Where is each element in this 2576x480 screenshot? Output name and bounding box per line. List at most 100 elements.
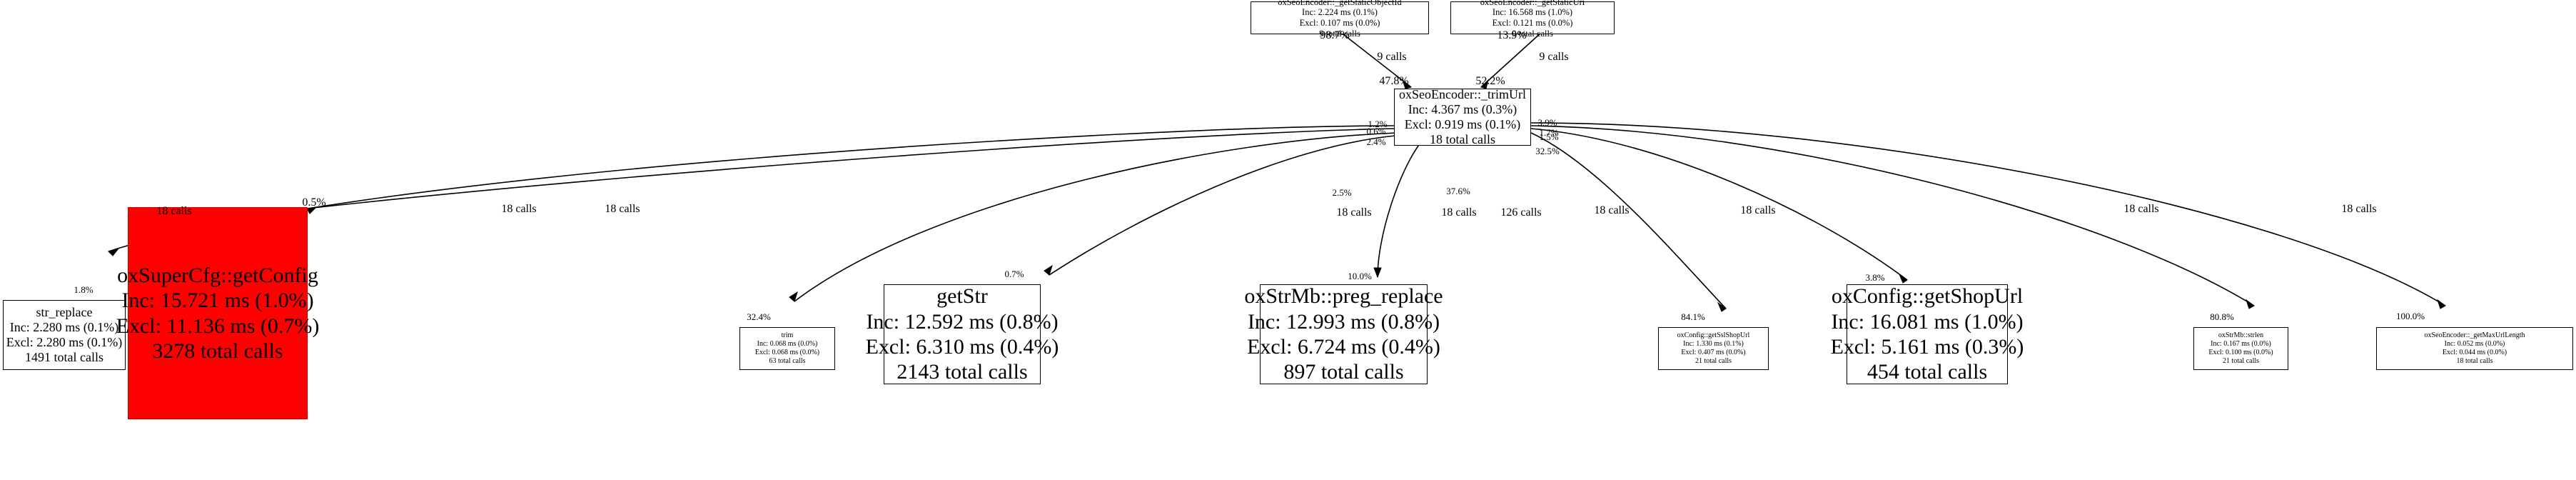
node-inclusive: Inc: 0.052 ms (0.0%)	[2444, 340, 2505, 349]
edge-label-percent: 52.2%	[1475, 75, 1505, 87]
node-calls: 21 total calls	[2222, 356, 2260, 365]
edge-label-percent: 2.4%	[1366, 136, 1386, 147]
edge-label-percent: 1.2%	[1368, 119, 1388, 129]
node-exclusive: Excl: 6.310 ms (0.4%)	[865, 335, 1059, 359]
edge-label-calls: 18 calls	[605, 203, 640, 215]
node-calls: 454 total calls	[1867, 360, 1988, 384]
node-label: oxSeoEncoder::_getStaticObjectId	[1278, 0, 1402, 7]
edge-label-percent: 0.7%	[1004, 269, 1024, 279]
node-getstaticuri[interactable]: oxSeoEncoder::_getStaticUri Inc: 16.568 …	[1450, 0, 1615, 39]
edge-label-calls: 9 calls	[1377, 51, 1407, 63]
node-exclusive: Excl: 0.121 ms (0.0%)	[1492, 18, 1573, 28]
node-label: oxConfig::getSslShopUrl	[1677, 331, 1750, 340]
node-label: oxStrMb::strlen	[2218, 331, 2264, 340]
node-strlen[interactable]: oxStrMb::strlen Inc: 0.167 ms (0.0%) Exc…	[2193, 327, 2288, 370]
node-exclusive: Excl: 0.044 ms (0.0%)	[2442, 349, 2507, 356]
edge-trimurl-to-getstr	[1049, 135, 1396, 276]
edge-label-calls: 9 calls	[1539, 51, 1569, 63]
edge-label-calls: 126 calls	[1500, 206, 1542, 219]
node-calls: 9 total calls	[1319, 28, 1360, 39]
node-calls: 63 total calls	[769, 356, 806, 365]
node-inclusive: Inc: 12.993 ms (0.8%)	[1247, 309, 1440, 334]
node-getmaxurllength[interactable]: oxSeoEncoder::_getMaxUrlLength Inc: 0.05…	[2376, 327, 2573, 370]
node-exclusive: Excl: 0.919 ms (0.1%)	[1404, 117, 1521, 131]
edge-label-calls: 18 calls	[501, 203, 537, 215]
edge-trimurl-to-trim	[794, 132, 1398, 302]
node-trimurl[interactable]: oxSeoEncoder::_trimUrl Inc: 4.367 ms (0.…	[1394, 86, 1531, 147]
node-exclusive: Excl: 0.407 ms (0.0%)	[1681, 349, 1746, 356]
node-exclusive: Excl: 0.068 ms (0.0%)	[754, 349, 820, 356]
edge-label-calls: 18 calls	[1740, 204, 1776, 216]
edge-trimurl-to-getshopurl	[1530, 128, 1908, 281]
node-exclusive: Excl: 6.724 ms (0.4%)	[1247, 335, 1440, 359]
edge-label-percent: 13.9%	[1497, 29, 1527, 41]
node-preg-replace[interactable]: oxStrMb::preg_replace Inc: 12.993 ms (0.…	[1244, 284, 1443, 384]
node-label: oxSeoEncoder::_getMaxUrlLength	[2424, 331, 2525, 340]
edge-trimurl-to-strlen	[1530, 125, 2255, 306]
edge-label-calls: 18 calls	[1336, 206, 1372, 219]
node-trim[interactable]: trim Inc: 0.068 ms (0.0%) Excl: 0.068 ms…	[739, 327, 835, 370]
edge-trimurl-to-getconfig	[306, 128, 1396, 209]
node-label: oxStrMb::preg_replace	[1244, 284, 1443, 309]
edge-label-percent: 80.8%	[2210, 311, 2234, 322]
node-getshopurl[interactable]: oxConfig::getShopUrl Inc: 16.081 ms (1.0…	[1831, 284, 2024, 384]
node-inclusive: Inc: 16.081 ms (1.0%)	[1831, 309, 2024, 334]
edge-label-percent: 37.6%	[1446, 186, 1470, 196]
node-inclusive: Inc: 4.367 ms (0.3%)	[1408, 101, 1517, 116]
edge-trimurl-to-getsslshopurl	[1530, 132, 1727, 309]
node-calls: 18 total calls	[2456, 356, 2493, 365]
node-calls: 2143 total calls	[896, 360, 1028, 384]
node-getconfig[interactable]: oxSuperCfg::getConfig Inc: 15.721 ms (1.…	[116, 207, 319, 419]
edge-label-percent: 47.8%	[1379, 75, 1409, 87]
node-getstaticobjectid[interactable]: oxSeoEncoder::_getStaticObjectId Inc: 2.…	[1251, 0, 1429, 39]
node-calls: 21 total calls	[1694, 356, 1732, 365]
node-label: oxSeoEncoder::_getStaticUri	[1480, 0, 1585, 7]
edge-label-percent: 10.0%	[1348, 271, 1372, 281]
edge-label-percent: 3.8%	[1865, 272, 1885, 283]
node-inclusive: Inc: 15.721 ms (1.0%)	[121, 289, 314, 313]
node-calls: 9 total calls	[1512, 28, 1553, 39]
node-calls: 1491 total calls	[25, 350, 103, 365]
node-calls: 18 total calls	[1430, 132, 1495, 147]
edge-trimurl-to-pregreplace	[1377, 142, 1421, 278]
edge-label-percent: 3.9%	[1537, 117, 1557, 128]
node-str-replace[interactable]: str_replace Inc: 2.280 ms (0.1%) Excl: 2…	[3, 300, 126, 370]
edge-label-percent: 0.5%	[302, 196, 326, 209]
node-inclusive: Inc: 2.280 ms (0.1%)	[9, 319, 119, 334]
edge-label-calls: 18 calls	[1441, 206, 1477, 219]
node-exclusive: Excl: 2.280 ms (0.1%)	[6, 335, 123, 349]
node-exclusive: Excl: 0.100 ms (0.0%)	[2208, 349, 2273, 356]
edge-label-percent: 32.5%	[1535, 146, 1560, 156]
node-exclusive: Excl: 0.107 ms (0.0%)	[1299, 18, 1380, 28]
node-exclusive: Excl: 11.136 ms (0.7%)	[116, 314, 320, 338]
edge-label-percent: 98.7%	[1320, 29, 1350, 41]
edge-label-calls: 18 calls	[2341, 203, 2377, 215]
node-inclusive: Inc: 0.068 ms (0.0%)	[757, 340, 818, 349]
edge-label-percent: 1.5%	[1539, 131, 1559, 142]
node-inclusive: Inc: 1.330 ms (0.1%)	[1683, 340, 1744, 349]
node-label: oxSuperCfg::getConfig	[117, 263, 318, 287]
edge-label-percent: 2.5%	[1332, 187, 1352, 198]
node-inclusive: Inc: 2.224 ms (0.1%)	[1302, 7, 1378, 18]
edge-trimurl-to-getmaxurllength	[1530, 122, 2446, 306]
node-inclusive: Inc: 0.167 ms (0.0%)	[2211, 340, 2271, 349]
node-getsslshopurl[interactable]: oxConfig::getSslShopUrl Inc: 1.330 ms (0…	[1658, 327, 1769, 370]
node-label: str_replace	[36, 304, 93, 319]
node-label: trim	[781, 331, 794, 340]
node-label: oxSeoEncoder::_trimUrl	[1399, 86, 1526, 101]
edge-label-percent: 1.8%	[74, 284, 94, 295]
edge-label-percent: 0.6%	[1366, 126, 1386, 136]
edge-label-percent: 100.0%	[2395, 311, 2425, 321]
edge-label-percent: 84.1%	[1681, 311, 1705, 322]
node-inclusive: Inc: 12.592 ms (0.8%)	[866, 309, 1059, 334]
node-label: oxConfig::getShopUrl	[1831, 284, 2024, 309]
node-calls: 897 total calls	[1283, 360, 1404, 384]
node-calls: 3278 total calls	[152, 339, 283, 363]
edge-label-calls: 18 calls	[2123, 203, 2159, 215]
node-inclusive: Inc: 16.568 ms (1.0%)	[1492, 7, 1573, 18]
node-getstr[interactable]: getStr Inc: 12.592 ms (0.8%) Excl: 6.310…	[866, 284, 1059, 384]
node-exclusive: Excl: 5.161 ms (0.3%)	[1830, 335, 2024, 359]
edge-label-percent: 1.7%	[1539, 127, 1559, 138]
